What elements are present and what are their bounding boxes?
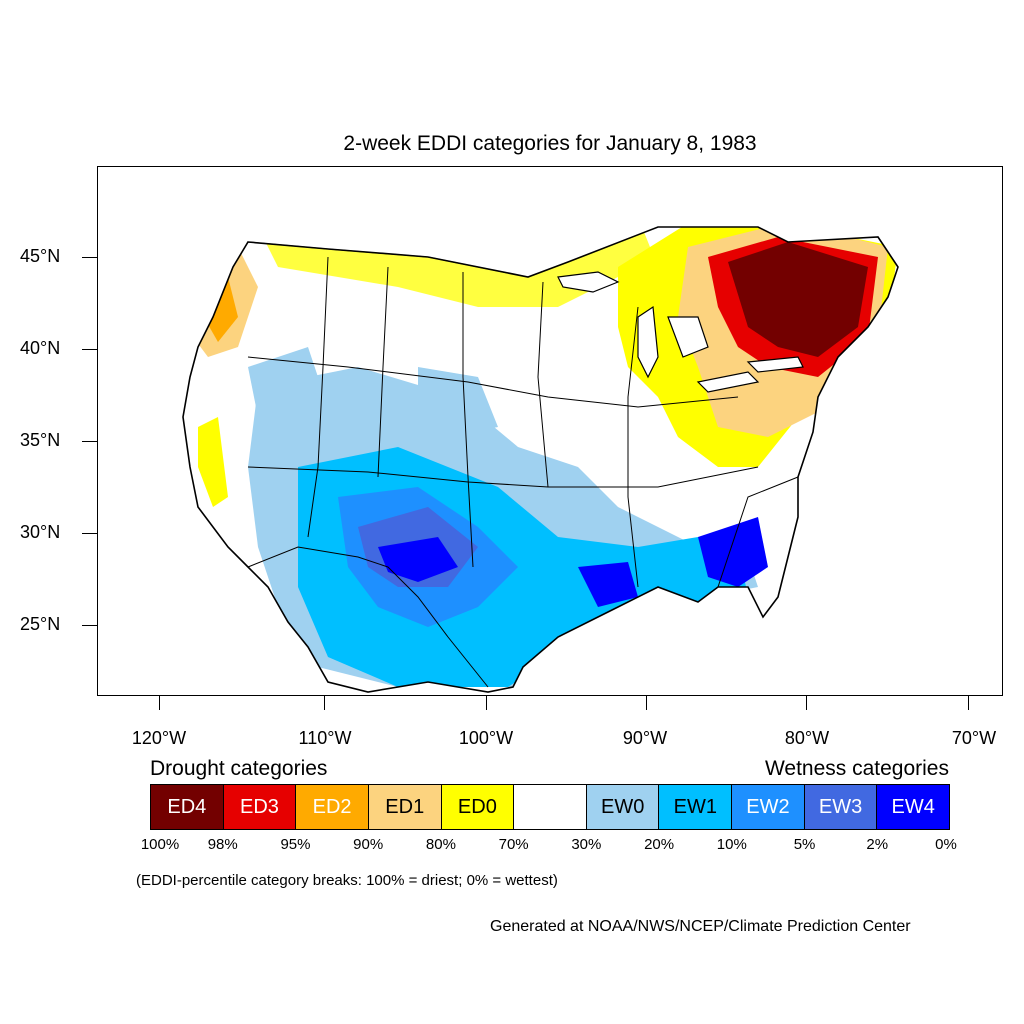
lat-label-45: 45°N	[20, 246, 61, 266]
lon-tick	[806, 696, 807, 710]
state-boundaries	[247, 241, 799, 688]
credit-line: Generated at NOAA/NWS/NCEP/Climate Predi…	[490, 918, 911, 935]
lon-label-110: 110°W	[298, 728, 352, 748]
lon-tick	[324, 696, 325, 710]
percent-break-label: 90%	[353, 836, 384, 853]
map-canvas	[182, 226, 899, 693]
lat-label-25: 25°N	[20, 614, 61, 634]
lon-label-120: 120°W	[131, 728, 187, 748]
legend-box-ed1: ED1	[368, 785, 442, 829]
legend-box-normal	[514, 785, 587, 829]
legend-box-ed0: ED0	[441, 785, 515, 829]
percent-break-label: 98%	[207, 836, 238, 853]
great-lakes	[557, 271, 804, 393]
lon-tick	[968, 696, 969, 710]
lon-label-80: 80°W	[784, 728, 830, 748]
legend-box-ed3: ED3	[223, 785, 297, 829]
percent-break-label: 20%	[644, 836, 675, 853]
lon-tick	[159, 696, 160, 710]
legend-box-ew2: EW2	[732, 785, 805, 829]
lat-tick	[82, 533, 97, 534]
lat-label-40: 40°N	[20, 338, 61, 358]
percent-break-label: 100%	[140, 836, 180, 853]
legend-box-ed4: ED4	[151, 785, 224, 829]
coastline	[182, 226, 899, 693]
eddi-map	[97, 166, 1003, 696]
legend-box-ew4: EW4	[877, 785, 950, 829]
category-note: (EDDI-percentile category breaks: 100% =…	[136, 872, 558, 889]
percent-break-label: 2%	[866, 836, 889, 853]
lat-tick	[82, 257, 97, 258]
lat-tick	[82, 349, 97, 350]
lon-label-100: 100°W	[458, 728, 514, 748]
percent-break-label: 0%	[935, 836, 957, 853]
lat-label-35: 35°N	[20, 430, 61, 450]
lat-tick	[82, 441, 97, 442]
percent-break-label: 95%	[280, 836, 311, 853]
percent-break-label: 10%	[716, 836, 747, 853]
lat-tick	[82, 625, 97, 626]
lon-label-70: 70°W	[951, 728, 997, 748]
lon-label-90: 90°W	[622, 728, 668, 748]
legend-box-ew0: EW0	[586, 785, 660, 829]
drought-heading: Drought categories	[150, 757, 328, 780]
wetness-heading: Wetness categories	[764, 757, 949, 780]
lon-tick	[486, 696, 487, 710]
lon-tick	[646, 696, 647, 710]
legend-bar: ED4 ED3 ED2 ED1 ED0 EW0 EW1 EW2 EW3 EW4	[150, 784, 950, 830]
legend-box-ew1: EW1	[659, 785, 733, 829]
map-title: 2-week EDDI categories for January 8, 19…	[343, 132, 757, 155]
legend-box-ed2: ED2	[296, 785, 369, 829]
percent-break-label: 80%	[425, 836, 456, 853]
category-fill	[183, 227, 898, 692]
percent-break-label: 30%	[571, 836, 602, 853]
legend-box-ew3: EW3	[804, 785, 878, 829]
lat-label-30: 30°N	[20, 522, 61, 542]
percent-break-label: 70%	[498, 836, 529, 853]
percent-break-label: 5%	[793, 836, 816, 853]
